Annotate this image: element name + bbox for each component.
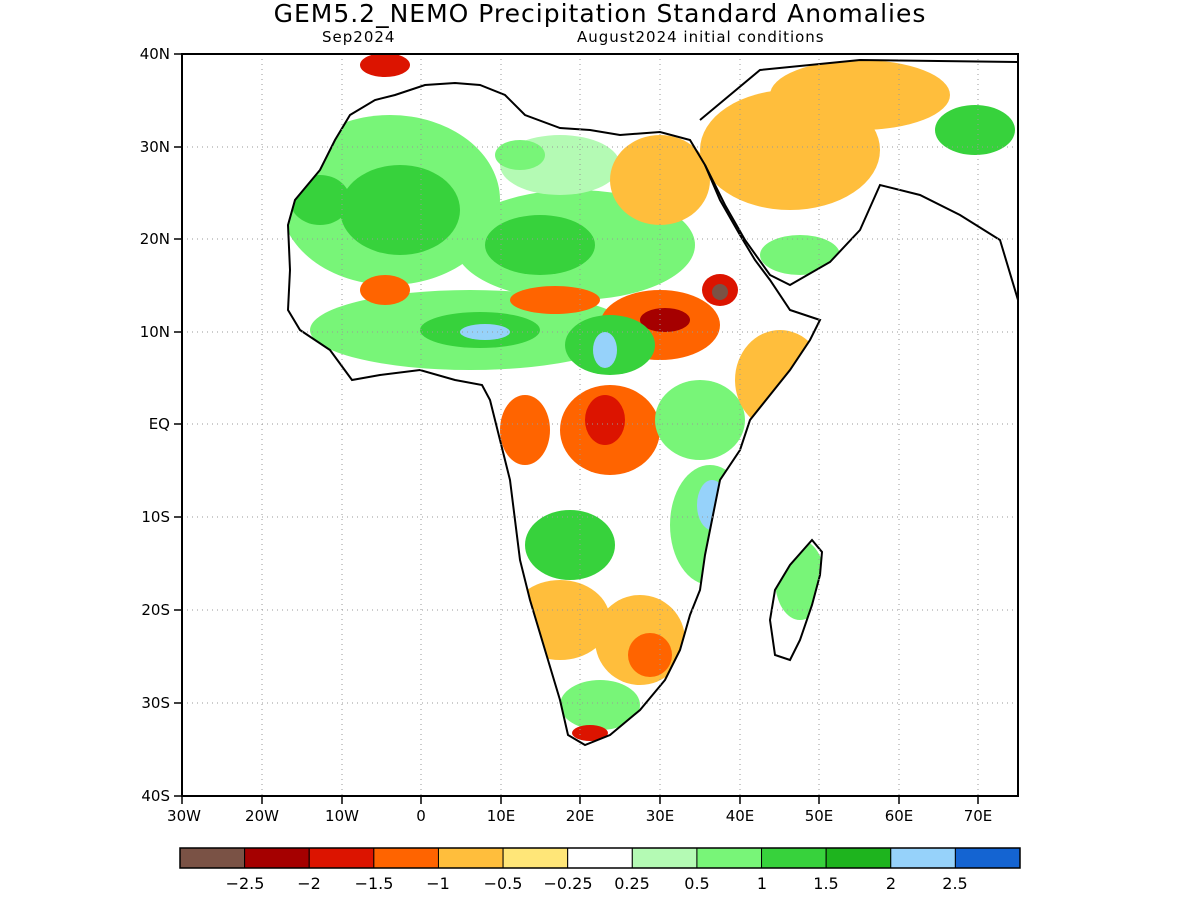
colorbar-label: −1.5 [355,874,394,893]
map-frame [181,53,1019,797]
colorbar-label: −1 [426,874,450,893]
coastlines [286,58,1018,747]
lat-label: EQ [149,415,170,433]
lon-label: 60E [885,807,914,825]
initial-conditions: August2024 initial conditions [577,28,825,46]
colorbar-swatch [631,847,698,869]
lat-label: 10N [140,323,170,341]
colorbar-swatch [761,847,827,869]
colorbar-swatch [890,847,956,869]
lon-label: 70E [964,807,993,825]
lat-label: 40N [140,45,170,63]
colorbar-swatches [179,847,1021,869]
colorbar-label: 0.25 [614,874,650,893]
lon-label: 50E [805,807,834,825]
colorbar-label: −2.5 [226,874,265,893]
colorbar-label: 1.5 [813,874,838,893]
colorbar-swatch [567,847,633,869]
longitude-axis: 30W 20W 10W 0 10E 20E 30E 40E 50E 60E 70… [167,796,992,825]
lon-label: 20W [245,807,279,825]
lat-label: 30S [141,694,170,712]
colorbar-label: 2 [886,874,896,893]
colorbar-swatch [373,847,439,869]
lon-label: 10E [487,807,516,825]
colorbar-label: −2 [297,874,321,893]
colorbar-swatch [308,847,375,869]
lon-label: 40E [726,807,755,825]
colorbar-swatch [179,847,246,869]
colorbar-label: −0.25 [543,874,592,893]
latitude-axis: 40N 30N 20N 10N EQ 10S 20S 30S 40S [140,45,182,805]
colorbar-label: 1 [757,874,767,893]
colorbar-label: −0.5 [484,874,523,893]
forecast-month: Sep2024 [322,28,396,46]
colorbar-swatch [696,847,763,869]
lon-label: 0 [416,807,426,825]
lat-label: 20S [141,601,170,619]
colorbar-swatch [437,847,504,869]
colorbar-swatch [825,847,892,869]
lon-label: 20E [566,807,595,825]
graticule [182,54,1018,796]
colorbar: −2.5 −2 −1.5 −1 −0.5 −0.25 0.25 0.5 1 1.… [179,847,1021,893]
lon-label: 30W [167,807,201,825]
colorbar-frame [179,847,1021,869]
lat-label: 30N [140,138,170,156]
lat-label: 10S [141,508,170,526]
lat-label: 20N [140,230,170,248]
lat-label: 40S [141,787,170,805]
lon-label: 10W [325,807,359,825]
colorbar-swatch [244,847,310,869]
colorbar-swatch [502,847,569,869]
colorbar-swatch [954,847,1021,869]
map-title: GEM5.2_NEMO Precipitation Standard Anoma… [273,0,927,28]
colorbar-label: 0.5 [684,874,709,893]
lon-label: 30E [646,807,675,825]
colorbar-label: 2.5 [942,874,967,893]
